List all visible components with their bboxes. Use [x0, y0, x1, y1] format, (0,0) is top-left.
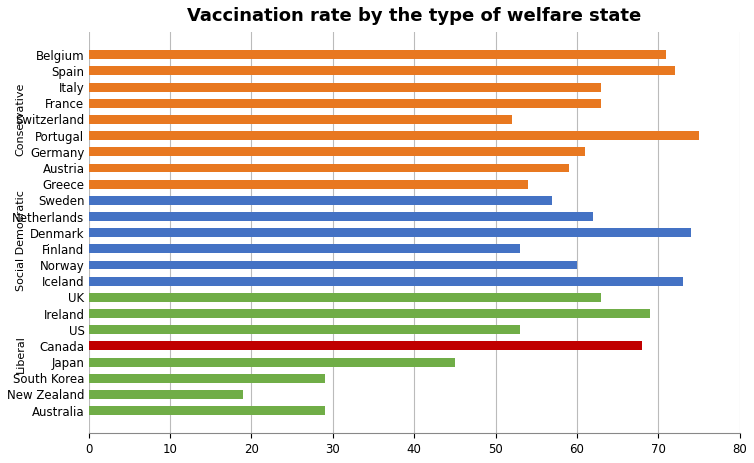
Bar: [89, 277, 682, 286]
Bar: [89, 309, 650, 318]
Text: Conservative: Conservative: [16, 83, 26, 156]
Bar: [89, 261, 577, 269]
Bar: [89, 342, 642, 350]
Bar: [89, 325, 520, 334]
Bar: [89, 131, 699, 140]
Bar: [89, 244, 520, 253]
Bar: [89, 83, 602, 92]
Title: Vaccination rate by the type of welfare state: Vaccination rate by the type of welfare …: [187, 7, 641, 25]
Bar: [89, 228, 691, 237]
Bar: [89, 212, 593, 221]
Bar: [89, 163, 569, 172]
Bar: [89, 406, 325, 415]
Text: Liberal: Liberal: [16, 335, 26, 373]
Bar: [89, 67, 675, 75]
Bar: [89, 50, 667, 59]
Bar: [89, 390, 244, 399]
Bar: [89, 196, 553, 205]
Bar: [89, 115, 512, 124]
Bar: [89, 180, 528, 188]
Bar: [89, 99, 602, 108]
Text: Social Democratic: Social Democratic: [16, 190, 26, 291]
Bar: [89, 374, 325, 383]
Bar: [89, 147, 585, 156]
Bar: [89, 293, 602, 302]
Bar: [89, 357, 455, 367]
